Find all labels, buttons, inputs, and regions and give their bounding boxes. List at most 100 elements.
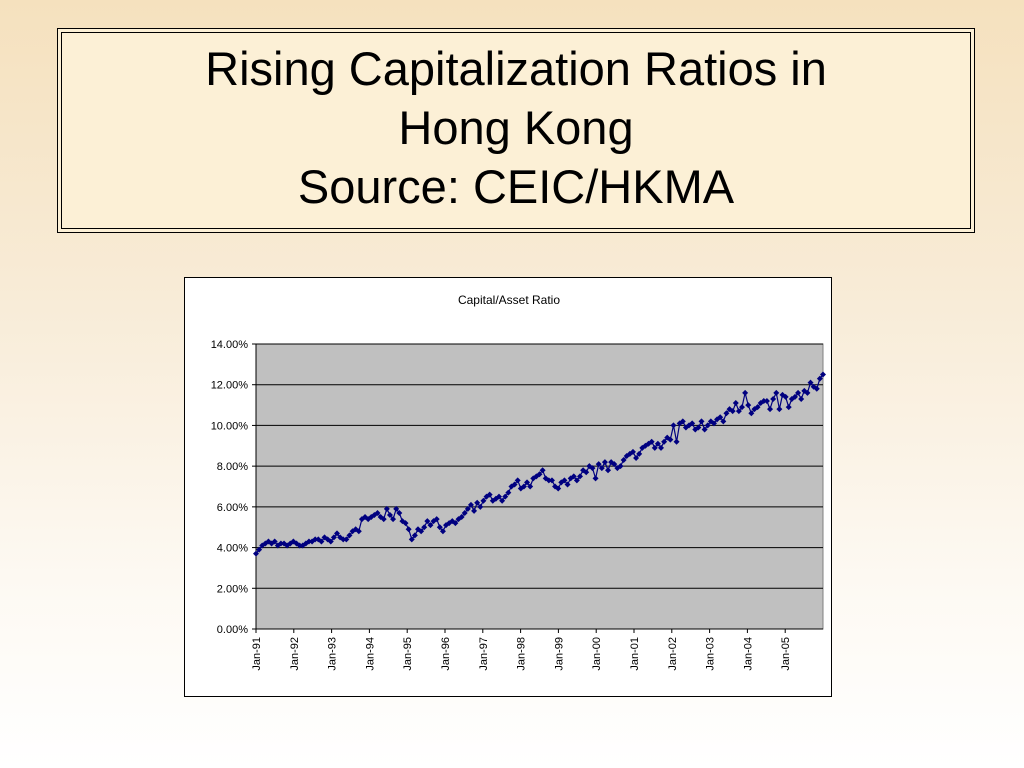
data-point bbox=[617, 463, 624, 470]
data-point bbox=[539, 467, 546, 474]
gridlines bbox=[256, 343, 823, 630]
data-point bbox=[259, 542, 266, 549]
data-point bbox=[424, 518, 431, 525]
data-point bbox=[411, 532, 418, 539]
data-point bbox=[757, 400, 764, 407]
data-point bbox=[695, 424, 702, 431]
data-point bbox=[262, 540, 269, 547]
data-point bbox=[486, 491, 493, 498]
data-point bbox=[633, 455, 640, 461]
y-tick-label: 6.00% bbox=[217, 502, 248, 514]
x-tick-label: Jan-93 bbox=[327, 637, 339, 671]
data-point bbox=[701, 426, 708, 433]
data-point bbox=[573, 477, 580, 484]
data-point bbox=[626, 450, 633, 457]
data-point bbox=[524, 479, 531, 486]
data-point bbox=[642, 442, 649, 449]
data-point bbox=[480, 497, 487, 504]
data-point bbox=[436, 524, 443, 531]
data-point bbox=[467, 501, 474, 508]
data-point bbox=[461, 509, 468, 516]
data-point bbox=[813, 385, 820, 392]
data-point bbox=[595, 461, 602, 468]
data-point bbox=[277, 540, 284, 547]
series-capital-asset-ratio bbox=[253, 371, 826, 557]
data-point bbox=[343, 536, 350, 543]
x-tick-label: Jan-00 bbox=[591, 637, 603, 671]
data-point bbox=[330, 534, 337, 541]
data-point bbox=[682, 424, 689, 431]
data-point bbox=[271, 538, 278, 545]
data-point bbox=[346, 532, 353, 539]
data-point bbox=[402, 520, 409, 527]
data-point bbox=[477, 503, 484, 510]
data-point bbox=[658, 444, 664, 451]
data-point bbox=[816, 375, 823, 382]
data-point bbox=[355, 528, 362, 535]
y-tick-label: 2.00% bbox=[217, 583, 248, 595]
data-point bbox=[648, 438, 655, 445]
data-point bbox=[421, 524, 428, 531]
data-point bbox=[548, 477, 555, 484]
x-tick-label: Jan-99 bbox=[553, 637, 565, 671]
data-point bbox=[408, 536, 415, 543]
data-point bbox=[614, 465, 621, 472]
data-point bbox=[583, 469, 590, 476]
data-point bbox=[673, 438, 680, 445]
data-point bbox=[760, 398, 767, 404]
data-point bbox=[315, 536, 322, 543]
x-tick-label: Jan-04 bbox=[742, 637, 754, 671]
data-point bbox=[555, 485, 562, 492]
y-tick-label: 0.00% bbox=[217, 624, 248, 636]
data-point bbox=[586, 463, 593, 470]
data-point bbox=[605, 467, 612, 474]
data-point bbox=[729, 408, 736, 415]
chart-container: Capital/Asset Ratio 0.00% 2.00% 4.00% 6.00%… bbox=[184, 277, 832, 697]
data-point bbox=[368, 514, 375, 521]
data-point bbox=[798, 395, 805, 402]
data-point bbox=[773, 389, 780, 396]
title-line-1: Rising Capitalization Ratios in bbox=[205, 42, 827, 95]
data-point bbox=[654, 440, 661, 447]
y-tick-label: 4.00% bbox=[217, 543, 248, 555]
data-point bbox=[651, 444, 658, 451]
data-point bbox=[667, 436, 674, 443]
data-point bbox=[689, 420, 696, 427]
data-point bbox=[458, 514, 465, 521]
data-point bbox=[735, 408, 742, 415]
x-tick-label: Jan-97 bbox=[478, 637, 490, 671]
data-point bbox=[782, 393, 789, 400]
x-tick-label: Jan-91 bbox=[251, 637, 263, 671]
data-point bbox=[520, 483, 527, 490]
x-tick-label: Jan-92 bbox=[289, 637, 301, 671]
data-point bbox=[804, 389, 811, 396]
data-point bbox=[791, 393, 798, 400]
data-point bbox=[704, 422, 711, 429]
data-point bbox=[754, 404, 761, 411]
data-point bbox=[256, 546, 263, 553]
data-point bbox=[340, 536, 347, 543]
data-point bbox=[365, 516, 372, 523]
data-point bbox=[620, 457, 627, 464]
slide-title: Rising Capitalization Ratios in Hong Kon… bbox=[58, 39, 974, 216]
axes bbox=[255, 344, 823, 630]
data-point bbox=[561, 477, 568, 484]
x-tick-label: Jan-05 bbox=[780, 637, 792, 671]
title-line-3: Source: CEIC/HKMA bbox=[297, 160, 735, 213]
data-point bbox=[334, 530, 340, 537]
data-point bbox=[427, 522, 434, 529]
data-point bbox=[302, 540, 309, 547]
x-axis-ticks: Jan-91 Jan-92 Jan-93 Jan-94 Jan-95 Jan-96 Jan-… bbox=[251, 629, 792, 671]
data-point bbox=[299, 542, 306, 549]
data-point bbox=[455, 516, 462, 523]
data-point bbox=[661, 438, 668, 445]
data-point bbox=[452, 520, 459, 527]
data-point bbox=[358, 516, 365, 523]
y-axis-ticks: 0.00% 2.00% 4.00% 6.00% 8.00% 10.00% 12.00% 14.… bbox=[211, 339, 256, 636]
y-tick-label: 10.00% bbox=[211, 420, 249, 432]
data-point bbox=[374, 509, 381, 516]
data-point bbox=[717, 414, 724, 421]
data-point bbox=[545, 477, 552, 484]
x-tick-label: Jan-01 bbox=[629, 637, 641, 671]
data-point bbox=[390, 516, 397, 523]
